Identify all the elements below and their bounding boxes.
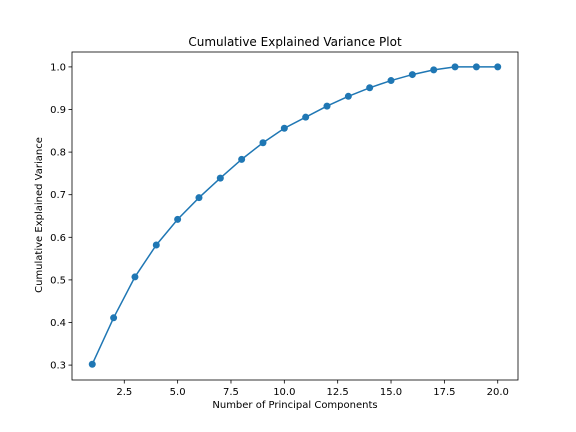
x-tick-label: 7.5 bbox=[223, 387, 239, 398]
x-tick-label: 10.0 bbox=[273, 387, 295, 398]
data-point bbox=[387, 77, 395, 85]
chart-title: Cumulative Explained Variance Plot bbox=[188, 35, 402, 49]
data-point bbox=[238, 155, 246, 163]
data-point bbox=[366, 84, 374, 92]
data-point bbox=[216, 174, 224, 182]
y-tick-label: 0.6 bbox=[50, 233, 66, 244]
data-point bbox=[174, 215, 182, 223]
data-point bbox=[110, 314, 118, 322]
data-point bbox=[259, 139, 267, 147]
x-axis-label: Number of Principal Components bbox=[212, 400, 377, 411]
y-tick-label: 0.3 bbox=[50, 361, 66, 372]
data-point bbox=[494, 63, 502, 71]
data-point bbox=[430, 66, 438, 74]
x-tick-label: 2.5 bbox=[116, 387, 132, 398]
y-tick-label: 0.5 bbox=[50, 275, 66, 286]
data-point bbox=[302, 113, 310, 121]
plot-area: 2.5 5.0 7.5 10.0 12.5 15.0 17.5 20.0 0.3 0.4 0.5 0.… bbox=[50, 51, 519, 398]
y-tick-label: 0.8 bbox=[50, 148, 66, 159]
x-tick-label: 12.5 bbox=[327, 387, 349, 398]
x-tick-label: 5.0 bbox=[170, 387, 186, 398]
data-point bbox=[195, 194, 203, 202]
x-tick-label: 15.0 bbox=[380, 387, 402, 398]
data-point bbox=[344, 92, 352, 100]
y-tick-label: 0.7 bbox=[50, 190, 66, 201]
data-point bbox=[88, 360, 96, 368]
data-point bbox=[323, 102, 331, 110]
y-axis-label: Cumulative Explained Variance bbox=[34, 137, 45, 293]
x-tick-label: 20.0 bbox=[487, 387, 509, 398]
x-tick-label: 17.5 bbox=[433, 387, 455, 398]
y-tick-label: 0.4 bbox=[50, 318, 66, 329]
data-point bbox=[408, 71, 416, 79]
axes-frame bbox=[71, 51, 519, 381]
data-point bbox=[451, 63, 459, 71]
data-point bbox=[472, 63, 480, 71]
y-tick-label: 1.0 bbox=[50, 62, 66, 73]
data-point bbox=[131, 273, 139, 281]
series-line bbox=[91, 66, 498, 365]
data-point bbox=[280, 124, 288, 132]
data-point bbox=[152, 241, 160, 249]
y-tick-label: 0.9 bbox=[50, 105, 66, 116]
